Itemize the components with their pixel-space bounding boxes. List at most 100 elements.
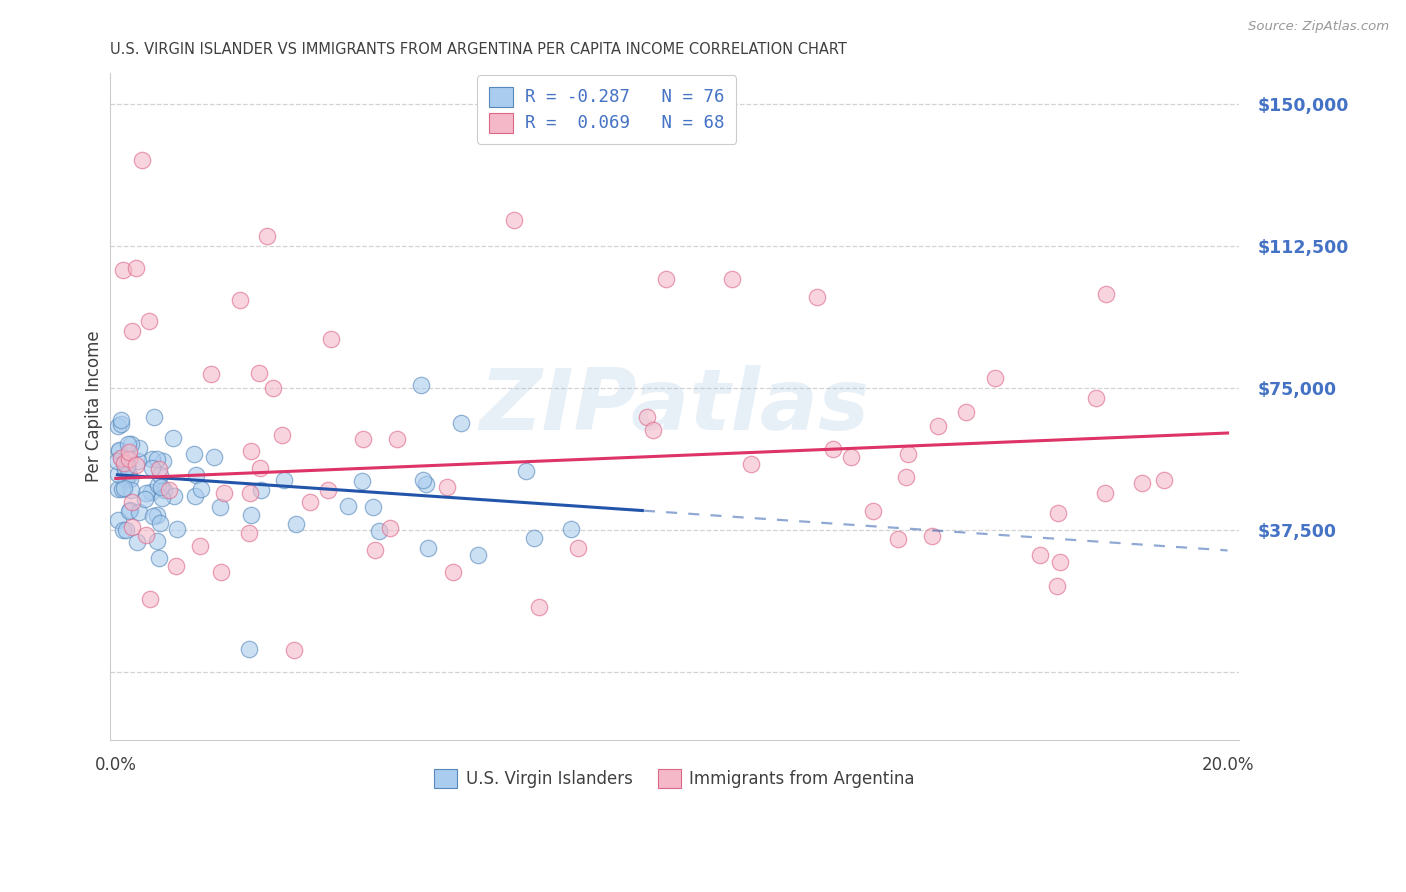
Point — [643, 423, 665, 437]
Point — [114, 523, 136, 537]
Point — [527, 599, 550, 614]
Point — [107, 454, 129, 468]
Point — [117, 437, 139, 451]
Point — [256, 229, 278, 244]
Text: U.S. VIRGIN ISLANDER VS IMMIGRANTS FROM ARGENTINA PER CAPITA INCOME CORRELATION : U.S. VIRGIN ISLANDER VS IMMIGRANTS FROM … — [110, 42, 848, 57]
Point — [955, 404, 977, 418]
Point — [441, 565, 464, 579]
Point — [721, 272, 744, 286]
Point — [249, 483, 271, 497]
Point — [110, 412, 132, 426]
Point — [921, 529, 943, 543]
Point — [110, 450, 132, 465]
Point — [138, 314, 160, 328]
Point — [184, 489, 207, 503]
Point — [503, 213, 526, 227]
Point — [412, 473, 434, 487]
Point — [184, 467, 207, 482]
Point — [515, 464, 537, 478]
Point — [127, 534, 149, 549]
Point — [107, 513, 129, 527]
Point — [336, 500, 359, 514]
Point — [1047, 506, 1070, 520]
Point — [1046, 579, 1069, 593]
Point — [284, 517, 307, 532]
Point — [150, 491, 173, 505]
Point — [655, 271, 678, 285]
Point — [249, 461, 271, 475]
Point — [385, 432, 408, 446]
Point — [363, 543, 385, 558]
Point — [188, 539, 211, 553]
Point — [108, 442, 131, 457]
Point — [1094, 485, 1116, 500]
Point — [212, 485, 235, 500]
Point — [135, 485, 157, 500]
Legend: U.S. Virgin Islanders, Immigrants from Argentina: U.S. Virgin Islanders, Immigrants from A… — [427, 762, 921, 795]
Point — [145, 508, 167, 523]
Point — [1153, 473, 1175, 487]
Point — [209, 565, 232, 579]
Point — [114, 462, 136, 476]
Point — [283, 643, 305, 657]
Point — [450, 416, 472, 430]
Point — [134, 492, 156, 507]
Point — [112, 263, 135, 277]
Point — [1094, 287, 1116, 301]
Point — [110, 417, 132, 431]
Point — [228, 293, 250, 308]
Point — [523, 531, 546, 545]
Point — [200, 367, 222, 381]
Point — [115, 460, 138, 475]
Point — [162, 431, 184, 445]
Point — [107, 418, 129, 433]
Point — [118, 472, 141, 486]
Point — [139, 592, 162, 607]
Point — [298, 495, 321, 509]
Point — [418, 541, 440, 555]
Point — [183, 447, 205, 461]
Point — [238, 526, 260, 541]
Point — [128, 442, 150, 456]
Point — [352, 475, 374, 489]
Point — [240, 444, 263, 458]
Point — [165, 559, 187, 574]
Point — [127, 454, 149, 468]
Point — [415, 477, 437, 491]
Point — [567, 541, 589, 555]
Point — [368, 524, 391, 538]
Point — [131, 153, 153, 168]
Point — [115, 472, 138, 486]
Point — [118, 504, 141, 518]
Point — [436, 480, 458, 494]
Point — [152, 453, 174, 467]
Point — [887, 532, 910, 546]
Point — [1084, 392, 1107, 406]
Point — [146, 534, 169, 549]
Point — [157, 483, 180, 497]
Point — [897, 447, 920, 461]
Point — [128, 505, 150, 519]
Y-axis label: Per Capita Income: Per Capita Income — [86, 331, 103, 483]
Point — [238, 641, 260, 656]
Point — [112, 457, 135, 471]
Point — [117, 451, 139, 466]
Point — [352, 432, 374, 446]
Point — [162, 489, 184, 503]
Point — [114, 461, 136, 475]
Point — [142, 508, 165, 523]
Point — [467, 548, 489, 562]
Point — [361, 500, 384, 514]
Point — [149, 467, 172, 482]
Point — [115, 459, 138, 474]
Point — [112, 481, 135, 495]
Point — [112, 523, 135, 537]
Point — [1132, 475, 1154, 490]
Point — [271, 428, 294, 442]
Point — [927, 418, 949, 433]
Point — [239, 508, 262, 522]
Point — [806, 290, 828, 304]
Point — [120, 483, 142, 497]
Point — [636, 410, 658, 425]
Point — [273, 473, 295, 487]
